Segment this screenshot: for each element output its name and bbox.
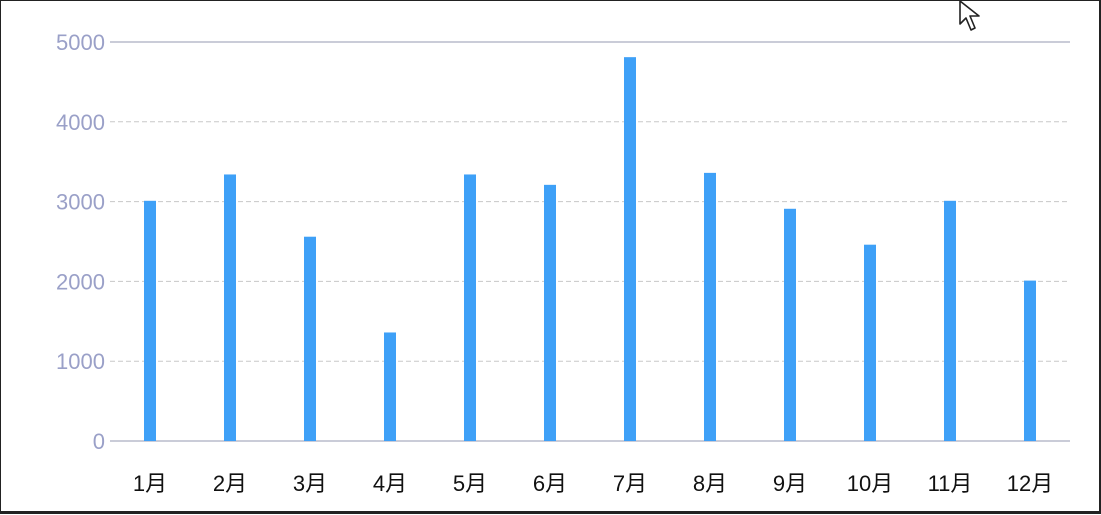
x-tick-label: 1月 <box>133 471 167 496</box>
bar-5[interactable] <box>464 174 476 441</box>
x-tick-label: 5月 <box>453 471 487 496</box>
y-tick-label: 1000 <box>56 349 105 374</box>
bar-1[interactable] <box>144 200 156 441</box>
x-tick-label: 4月 <box>373 471 407 496</box>
x-tick-label: 8月 <box>693 471 727 496</box>
mouse-pointer-icon <box>959 0 980 31</box>
bar-11[interactable] <box>944 200 956 441</box>
bars <box>144 57 1036 442</box>
x-tick-label: 6月 <box>533 471 567 496</box>
x-tick-label: 7月 <box>613 471 647 496</box>
x-tick-label: 2月 <box>213 471 247 496</box>
bar-12[interactable] <box>1024 280 1036 441</box>
x-tick-label: 12月 <box>1007 471 1053 496</box>
y-axis: 0 1000 2000 3000 4000 5000 <box>56 30 105 454</box>
bar-3[interactable] <box>304 236 316 441</box>
x-axis: 1月 2月 3月 4月 5月 6月 7月 8月 9月 10月 11月 12月 <box>133 471 1053 496</box>
bar-10[interactable] <box>864 244 876 441</box>
x-tick-label: 9月 <box>773 471 807 496</box>
y-tick-label: 4000 <box>56 110 105 135</box>
y-tick-label: 3000 <box>56 190 105 215</box>
bar-8[interactable] <box>704 172 716 441</box>
y-tick-label: 2000 <box>56 269 105 294</box>
y-tick-label: 5000 <box>56 30 105 55</box>
x-tick-label: 10月 <box>847 471 893 496</box>
bar-9[interactable] <box>784 208 796 441</box>
x-tick-label: 11月 <box>928 471 973 496</box>
x-tick-label: 3月 <box>293 471 327 496</box>
bar-4[interactable] <box>384 332 396 441</box>
bar-2[interactable] <box>224 174 236 441</box>
y-tick-label: 0 <box>93 429 105 454</box>
gridlines <box>110 41 1070 442</box>
bar-7[interactable] <box>624 57 636 442</box>
bar-6[interactable] <box>544 184 556 442</box>
